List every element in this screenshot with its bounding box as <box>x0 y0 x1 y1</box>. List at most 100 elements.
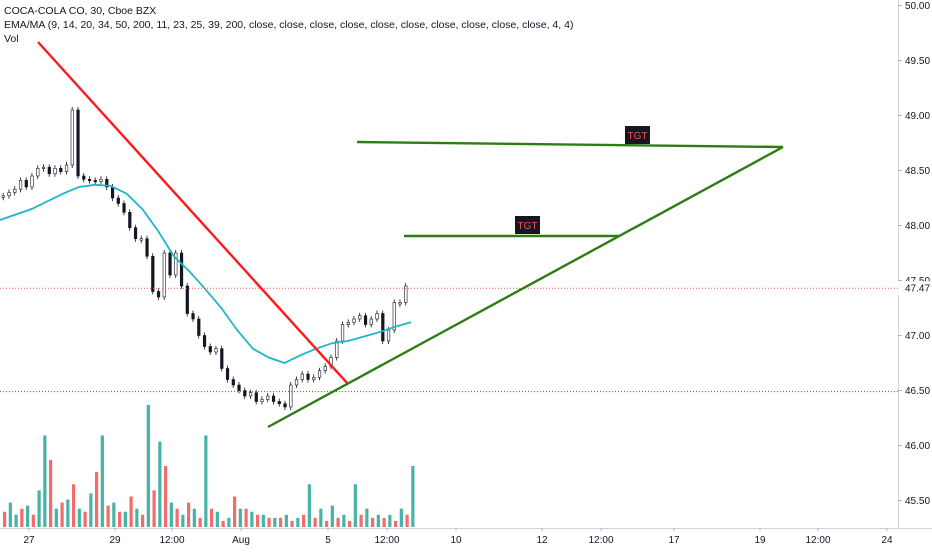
target-label[interactable]: TGT <box>515 216 540 234</box>
volume-bar-down <box>279 517 283 527</box>
price-candle <box>122 203 126 213</box>
volume-bar-up <box>66 499 70 527</box>
volume-bar-up <box>307 484 311 527</box>
volume-bar-down <box>20 508 24 527</box>
price-candle <box>231 379 235 386</box>
target-label-box <box>515 216 540 234</box>
price-candle <box>398 302 402 305</box>
target-label-text: TGT <box>628 131 648 142</box>
volume-bar-down <box>129 496 133 527</box>
volume-bar-up <box>376 514 380 527</box>
price-candle <box>277 401 281 404</box>
volume-bar-down <box>210 508 214 527</box>
price-tick-label: 50.00 <box>905 1 930 12</box>
volume-bar-up <box>100 435 104 527</box>
price-candle <box>47 166 51 175</box>
time-tick-label: Aug <box>232 535 250 546</box>
volume-label[interactable]: Vol <box>4 33 19 45</box>
price-candle <box>306 373 310 380</box>
volume-bar-up <box>169 502 173 527</box>
price-candle <box>53 168 57 175</box>
last-price-marker <box>898 281 932 296</box>
volume-bar-down <box>359 514 363 527</box>
volume-bar-down <box>290 520 294 527</box>
volume-bar-up <box>215 511 219 527</box>
volume-bar-down <box>256 514 260 527</box>
volume-bar-up <box>353 484 357 527</box>
price-candle <box>70 109 74 166</box>
volume-bar-down <box>175 508 179 527</box>
price-candle <box>105 179 109 188</box>
price-tick-label: 46.50 <box>905 386 930 397</box>
volume-bar-up <box>77 508 81 527</box>
rising-trend-line <box>267 145 784 429</box>
price-candle <box>375 313 379 320</box>
price-candle <box>1 195 5 198</box>
price-candle <box>404 285 408 303</box>
price-candle <box>36 168 40 177</box>
price-candle <box>18 180 23 190</box>
volume-bar-down <box>31 514 35 527</box>
volume-bar-up <box>112 502 116 527</box>
volume-bar-down <box>267 517 271 527</box>
volume-bar-up <box>284 514 288 527</box>
volume-bar-down <box>325 520 329 527</box>
price-candle <box>30 175 34 188</box>
volume-bar-up <box>146 405 150 527</box>
price-tick-label: 49.50 <box>905 56 930 67</box>
trend-drawings[interactable]: TGT TGT <box>37 41 784 429</box>
price-candle <box>248 392 253 397</box>
volume-bar-down <box>313 517 317 527</box>
price-tick-label: 48.00 <box>905 221 930 232</box>
price-candle <box>208 346 212 353</box>
price-candle <box>76 109 80 177</box>
volume-bar-down <box>302 514 306 527</box>
volume-bar-up <box>238 508 242 527</box>
volume-bar-down <box>3 511 7 527</box>
price-candle <box>294 379 299 386</box>
time-tick-label: 10 <box>450 535 462 546</box>
price-candle <box>110 186 115 199</box>
price-candle <box>243 390 247 397</box>
volume-bar-down <box>336 517 340 527</box>
volume-bar-down <box>233 496 237 527</box>
price-tick-label: 48.50 <box>905 166 930 177</box>
price-candle <box>151 255 155 292</box>
time-tick-label: 17 <box>668 535 680 546</box>
price-candle <box>346 321 350 325</box>
target-label[interactable]: TGT <box>625 126 650 144</box>
time-tick-label: 12:00 <box>374 535 399 546</box>
volume-bar-up <box>181 514 185 527</box>
volume-bar-up <box>204 435 208 527</box>
price-series <box>0 107 412 410</box>
price-candle <box>392 302 396 331</box>
price-candle <box>381 313 385 342</box>
price-candle <box>82 175 86 180</box>
volume-bar-down <box>382 517 386 527</box>
volume-bar-up <box>8 502 12 527</box>
volume-bar-up <box>273 517 277 527</box>
price-tick-label: 47.00 <box>905 331 930 342</box>
time-tick-label: 12:00 <box>159 535 184 546</box>
price-candle <box>289 384 293 408</box>
volume-bar-up <box>330 505 334 527</box>
time-tick-label: 12 <box>536 535 548 546</box>
volume-bar-down <box>49 459 53 527</box>
time-tick-label: 5 <box>325 535 331 546</box>
volume-bar-up <box>411 466 415 527</box>
price-candle <box>13 188 17 193</box>
price-candle <box>323 365 327 371</box>
volume-bar-up <box>54 508 58 527</box>
indicator-label[interactable]: EMA/MA (9, 14, 20, 34, 50, 200, 11, 23, … <box>4 19 574 31</box>
horizontal-levels <box>0 287 898 393</box>
time-tick-label: 24 <box>881 535 893 546</box>
price-candle <box>369 318 373 325</box>
price-candle <box>87 179 92 182</box>
volume-bar-up <box>123 511 127 527</box>
volume-bar-down <box>60 502 64 527</box>
symbol-title[interactable]: COCA-COLA CO, 30, Cboe BZX <box>4 5 157 17</box>
volume-bar-down <box>95 472 99 527</box>
price-candle <box>237 384 241 391</box>
